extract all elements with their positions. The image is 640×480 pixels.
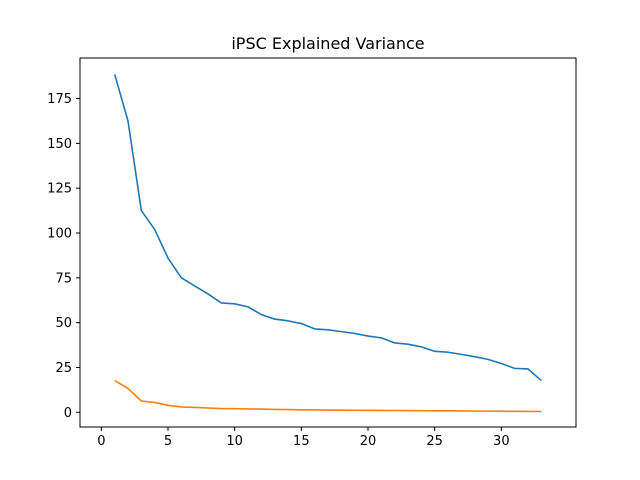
series-line-1 <box>113 74 542 382</box>
chart-title: iPSC Explained Variance <box>231 34 424 53</box>
x-tick-label: 30 <box>493 434 510 449</box>
x-tick-label: 15 <box>293 434 310 449</box>
x-tick-label: 25 <box>426 434 443 449</box>
y-tick-label: 25 <box>55 361 72 376</box>
y-tick-label: 125 <box>47 182 72 197</box>
y-tick-label: 75 <box>55 271 72 286</box>
axes-frame <box>79 57 577 428</box>
plot-area <box>113 74 542 413</box>
x-tick-label: 0 <box>97 434 105 449</box>
x-tick-label: 10 <box>226 434 243 449</box>
y-tick-label: 50 <box>55 316 72 331</box>
y-axis: 0 25 50 75 100 125 150 175 <box>47 92 80 421</box>
y-tick-label: 0 <box>64 406 72 421</box>
x-tick-label: 5 <box>164 434 172 449</box>
y-tick-label: 175 <box>47 92 72 107</box>
y-tick-label: 150 <box>47 137 72 152</box>
x-axis: 0 5 10 15 20 25 30 <box>97 427 510 449</box>
x-tick-label: 20 <box>360 434 377 449</box>
y-tick-label: 100 <box>47 226 72 241</box>
series-line-2 <box>114 379 542 413</box>
